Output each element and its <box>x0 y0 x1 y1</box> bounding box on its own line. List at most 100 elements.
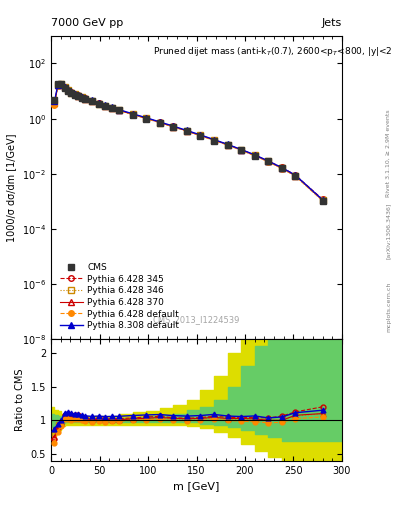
Pythia 6.428 345 <box>320 196 325 202</box>
Pythia 6.428 345 <box>59 81 64 88</box>
Pythia 6.428 346 <box>76 93 81 99</box>
Pythia 6.428 345 <box>171 123 176 130</box>
CMS <box>66 88 70 94</box>
Pythia 6.428 370 <box>69 89 74 95</box>
Pythia 6.428 346 <box>184 128 189 134</box>
CMS <box>144 116 149 122</box>
Pythia 6.428 346 <box>96 100 101 106</box>
Pythia 6.428 345 <box>83 95 87 101</box>
Pythia 8.308 default <box>55 81 60 88</box>
Pythia 6.428 346 <box>110 105 114 111</box>
Pythia 6.428 default <box>184 128 189 134</box>
Pythia 6.428 default <box>320 198 325 204</box>
Pythia 6.428 370 <box>90 98 94 104</box>
CMS <box>293 174 298 180</box>
Pythia 6.428 345 <box>52 100 57 106</box>
Pythia 6.428 370 <box>83 96 87 102</box>
Pythia 8.308 default <box>266 158 271 164</box>
Pythia 6.428 346 <box>79 94 84 100</box>
Line: Pythia 8.308 default: Pythia 8.308 default <box>52 81 325 203</box>
Pythia 6.428 default <box>239 147 243 154</box>
CMS <box>76 93 81 99</box>
Pythia 8.308 default <box>90 97 94 103</box>
Pythia 6.428 370 <box>266 158 271 164</box>
Pythia 6.428 345 <box>69 89 74 95</box>
Pythia 6.428 370 <box>171 123 176 130</box>
CMS <box>279 165 284 171</box>
Pythia 6.428 345 <box>90 98 94 104</box>
Pythia 6.428 default <box>90 98 94 104</box>
Pythia 6.428 370 <box>117 107 121 113</box>
Pythia 6.428 346 <box>72 92 77 98</box>
Pythia 6.428 346 <box>279 165 284 171</box>
Pythia 6.428 370 <box>320 197 325 203</box>
CMS <box>252 153 257 159</box>
Pythia 8.308 default <box>103 102 108 109</box>
Pythia 6.428 345 <box>96 100 101 106</box>
Pythia 8.308 default <box>62 83 67 90</box>
Pythia 6.428 370 <box>76 93 81 99</box>
Pythia 6.428 345 <box>79 94 84 100</box>
Pythia 6.428 345 <box>266 158 271 164</box>
Pythia 6.428 345 <box>130 111 135 117</box>
Line: CMS: CMS <box>52 81 325 204</box>
Pythia 6.428 default <box>144 115 149 121</box>
Pythia 6.428 346 <box>239 147 243 153</box>
Pythia 6.428 370 <box>103 103 108 109</box>
Text: Rivet 3.1.10, ≥ 2.9M events: Rivet 3.1.10, ≥ 2.9M events <box>386 110 391 198</box>
Pythia 6.428 346 <box>171 123 176 130</box>
Pythia 8.308 default <box>157 119 162 125</box>
CMS <box>117 107 121 113</box>
Pythia 8.308 default <box>69 89 74 95</box>
Pythia 8.308 default <box>184 127 189 134</box>
Pythia 6.428 345 <box>225 141 230 147</box>
Pythia 6.428 370 <box>198 132 203 138</box>
Text: Jets: Jets <box>321 18 342 28</box>
Pythia 6.428 default <box>211 137 216 143</box>
Pythia 8.308 default <box>117 106 121 113</box>
Pythia 8.308 default <box>279 164 284 170</box>
CMS <box>79 95 84 101</box>
CMS <box>96 100 101 106</box>
Pythia 6.428 370 <box>144 115 149 121</box>
Pythia 6.428 370 <box>62 84 67 90</box>
Pythia 8.308 default <box>83 95 87 101</box>
Pythia 8.308 default <box>211 137 216 143</box>
Pythia 6.428 default <box>130 112 135 118</box>
Pythia 6.428 default <box>69 90 74 96</box>
Pythia 6.428 345 <box>103 102 108 109</box>
Pythia 6.428 default <box>293 173 298 179</box>
Text: Pruned dijet mass (anti-k$_T$(0.7), 2600<p$_T$<800, |y|<2.5): Pruned dijet mass (anti-k$_T$(0.7), 2600… <box>153 45 393 58</box>
Pythia 6.428 345 <box>55 82 60 89</box>
CMS <box>62 85 67 91</box>
Pythia 6.428 345 <box>144 115 149 121</box>
Pythia 6.428 345 <box>110 105 114 111</box>
Pythia 8.308 default <box>59 81 64 87</box>
CMS <box>59 81 64 87</box>
Pythia 6.428 370 <box>96 100 101 106</box>
Pythia 8.308 default <box>293 172 298 178</box>
Line: Pythia 6.428 370: Pythia 6.428 370 <box>52 82 325 203</box>
Pythia 6.428 346 <box>52 99 57 105</box>
Pythia 6.428 345 <box>239 146 243 153</box>
CMS <box>55 81 60 87</box>
Pythia 6.428 370 <box>72 91 77 97</box>
Text: 7000 GeV pp: 7000 GeV pp <box>51 18 123 28</box>
Pythia 6.428 346 <box>198 133 203 139</box>
Line: Pythia 6.428 346: Pythia 6.428 346 <box>52 81 325 203</box>
Pythia 8.308 default <box>52 98 57 104</box>
CMS <box>266 158 271 164</box>
Pythia 8.308 default <box>252 152 257 158</box>
Pythia 6.428 346 <box>66 88 70 94</box>
Y-axis label: 1000/σ dσ/dm [1/GeV]: 1000/σ dσ/dm [1/GeV] <box>6 133 17 242</box>
Pythia 6.428 346 <box>90 98 94 104</box>
Pythia 6.428 default <box>72 92 77 98</box>
Pythia 6.428 370 <box>279 165 284 171</box>
Pythia 6.428 default <box>171 124 176 130</box>
Pythia 6.428 345 <box>293 172 298 178</box>
Pythia 6.428 345 <box>157 119 162 125</box>
Pythia 8.308 default <box>130 111 135 117</box>
Pythia 6.428 345 <box>76 92 81 98</box>
Pythia 8.308 default <box>225 141 230 147</box>
Pythia 6.428 370 <box>157 119 162 125</box>
